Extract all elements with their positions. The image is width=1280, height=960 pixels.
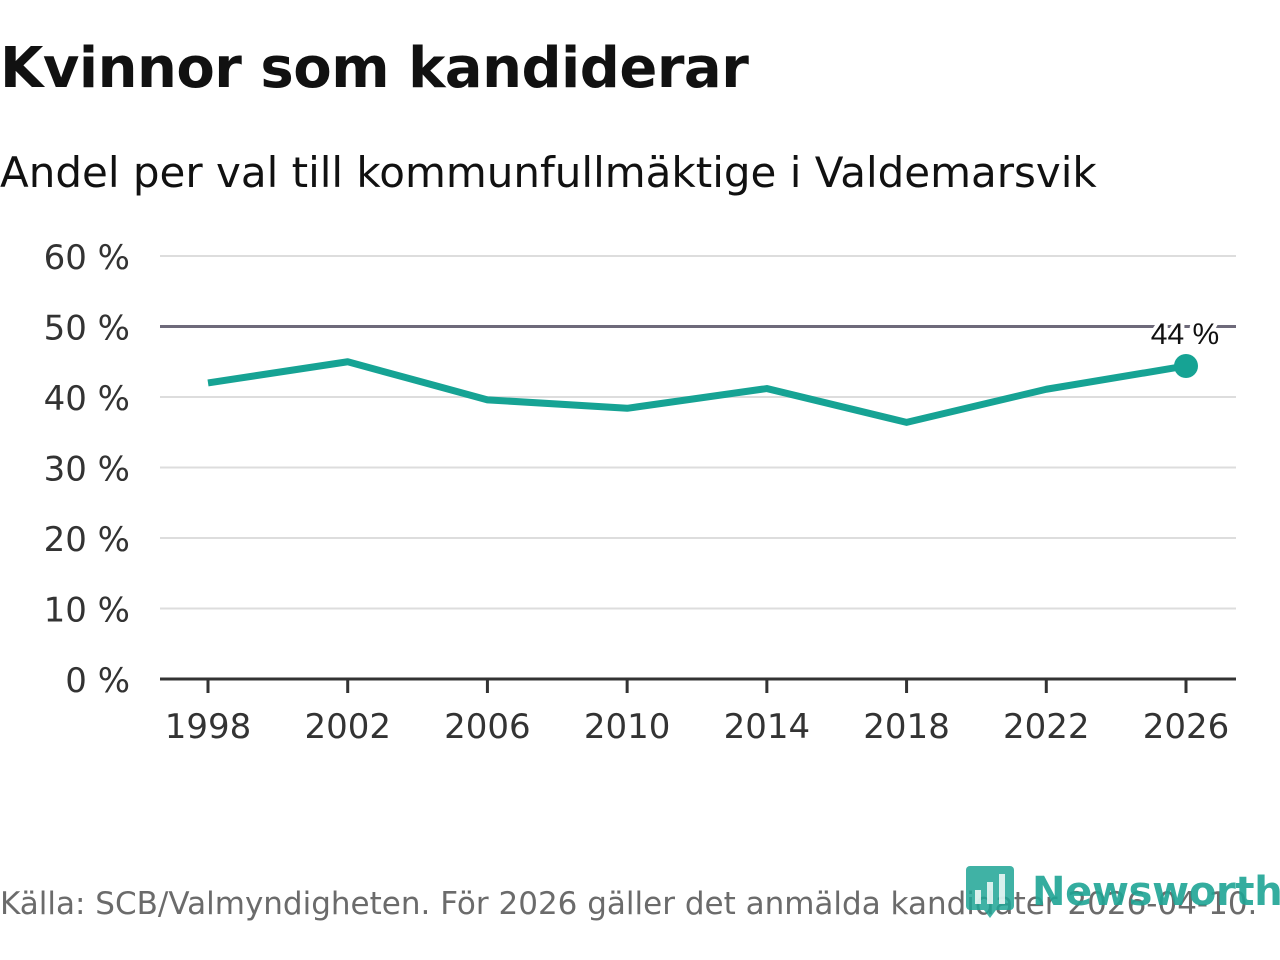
end-point-marker (1174, 353, 1198, 378)
y-tick-label: 10 % (44, 591, 130, 631)
y-tick-label: 40 % (44, 379, 130, 419)
x-tick-label: 2006 (444, 707, 531, 747)
y-tick-label: 50 % (44, 309, 130, 349)
x-tick-label: 1998 (165, 707, 252, 747)
end-value-label-halo: 44 % (1151, 318, 1219, 351)
end-value-label: 44 % (1151, 318, 1219, 351)
newsworthy-logo-icon (966, 866, 1014, 918)
y-axis-ticks: 0 % 10 % 20 % 30 % 40 % 50 % 60 % (44, 238, 130, 701)
brand-name: Newsworthy (1032, 869, 1280, 915)
gridlines (160, 255, 1236, 610)
y-tick-label: 0 % (65, 661, 130, 701)
x-axis: 1998 2002 2006 2010 2014 2018 2022 2026 (160, 677, 1236, 747)
chart-title: Kvinnor som kandiderar (0, 36, 749, 101)
y-tick-label: 60 % (44, 238, 130, 278)
x-tick-label: 2010 (584, 707, 671, 747)
series-group (207, 353, 1198, 426)
y-tick-label: 30 % (44, 450, 130, 490)
x-tick-label: 2002 (304, 707, 391, 747)
chart-subtitle: Andel per val till kommunfullmäktige i V… (0, 148, 1097, 197)
series-line (207, 358, 1187, 426)
brand-logo: Newsworthy (966, 866, 1280, 918)
data-labels: 44 %44 % (1147, 314, 1223, 355)
x-tick-label: 2026 (1143, 707, 1230, 747)
x-tick-label: 2014 (724, 707, 811, 747)
source-note: Källa: SCB/Valmyndigheten. För 2026 gäll… (0, 886, 1258, 922)
x-tick-label: 2018 (863, 707, 950, 747)
x-tick-label: 2022 (1003, 707, 1090, 747)
y-tick-label: 20 % (44, 520, 130, 560)
